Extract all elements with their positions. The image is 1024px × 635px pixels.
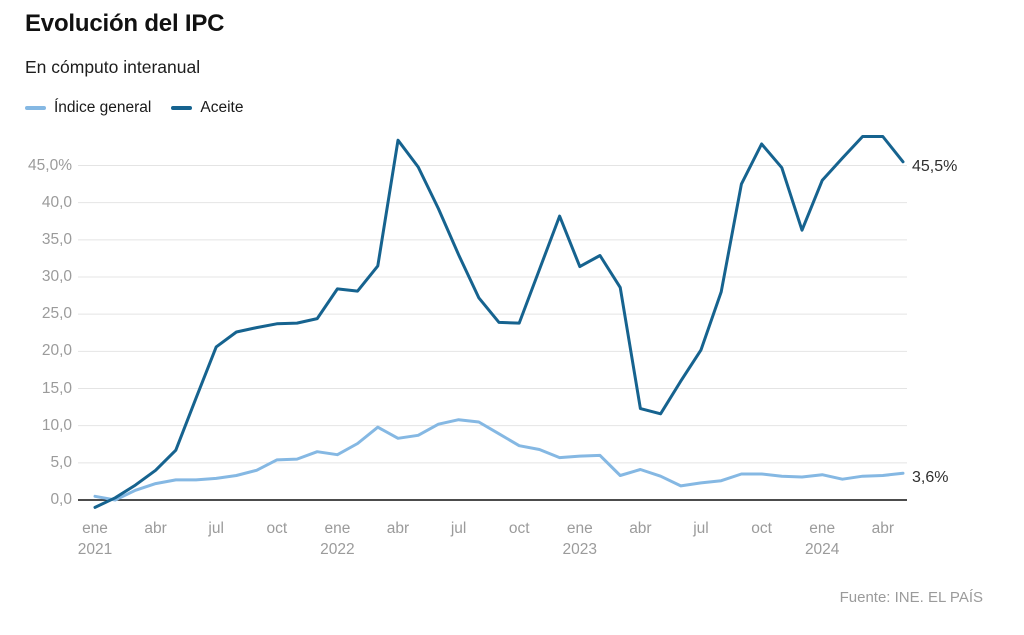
aceite-line-swatch	[171, 106, 193, 110]
y-tick-label: 15,0	[41, 379, 72, 397]
y-tick-label: 0,0	[50, 491, 72, 508]
x-tick-label: ene	[82, 520, 108, 537]
y-tick-label: 30,0	[41, 268, 72, 285]
y-tick-label: 40,0	[41, 193, 72, 211]
x-tick-label: abr	[386, 520, 410, 537]
legend-label: Aceite	[200, 99, 244, 116]
x-tick-label: jul	[693, 520, 709, 537]
source-credit: Fuente: INE. EL PAÍS	[839, 589, 983, 606]
x-tick-label: abr	[871, 520, 894, 537]
chart-title: Evolución del IPC	[25, 10, 225, 37]
y-tick-label: 45,0%	[28, 156, 72, 174]
y-tick-label: 20,0	[41, 342, 72, 360]
y-tick-label: 35,0	[41, 230, 72, 248]
indice-general-end-value-label: 3,6%	[912, 469, 949, 487]
aceite-line	[93, 135, 905, 509]
year-label: 2024	[804, 541, 840, 558]
chart-subtitle: En cómputo interanual	[25, 57, 201, 77]
year-label: 2021	[77, 541, 113, 558]
year-label: 2022	[320, 541, 355, 558]
x-tick-label: ene	[324, 520, 351, 537]
legend-item-aceite: Aceite	[171, 99, 243, 117]
x-tick-label: jul	[450, 520, 467, 537]
y-tick-label: 5,0	[50, 453, 72, 471]
indice-general-line-swatch	[25, 106, 46, 110]
x-tick-label: abr	[144, 520, 167, 537]
x-tick-label: ene	[809, 520, 836, 537]
legend-item-indice-general: Índice general	[25, 99, 151, 117]
y-tick-label: 25,0	[41, 305, 72, 323]
legend-label: Índice general	[54, 99, 152, 116]
x-tick-label: abr	[629, 520, 652, 537]
year-label: 2023	[562, 541, 598, 558]
x-tick-label: ene	[566, 520, 593, 537]
indice-general-line	[93, 418, 905, 502]
aceite-end-value-label: 45,5%	[912, 157, 958, 175]
y-tick-label: 10,0	[41, 416, 72, 434]
x-tick-label: oct	[508, 520, 530, 537]
x-tick-label: jul	[208, 520, 224, 537]
x-tick-label: oct	[266, 520, 288, 537]
legend: Índice general Aceite	[25, 99, 243, 117]
x-tick-label: oct	[751, 520, 772, 537]
